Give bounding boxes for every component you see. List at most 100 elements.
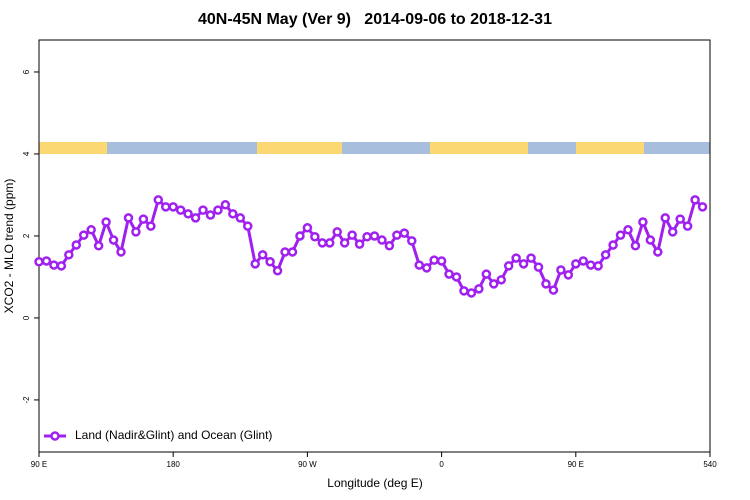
data-point <box>213 205 223 215</box>
data-point <box>503 261 514 271</box>
data-point <box>280 247 290 257</box>
data-point <box>317 238 328 248</box>
land-band <box>430 142 528 154</box>
data-point <box>146 221 156 231</box>
data-point <box>548 285 559 295</box>
data-point <box>600 250 611 260</box>
data-point <box>578 256 589 266</box>
data-point <box>459 286 469 296</box>
land-band <box>576 142 644 154</box>
data-point <box>511 253 521 263</box>
legend-marker <box>50 431 60 441</box>
land-band <box>257 142 342 154</box>
data-point <box>265 257 275 267</box>
data-point <box>332 227 342 237</box>
data-point <box>399 228 410 238</box>
data-point <box>243 221 253 231</box>
data-point <box>533 262 544 272</box>
data-point <box>496 275 506 285</box>
x-tick-label: 90 E <box>568 460 584 469</box>
data-point <box>250 259 260 269</box>
data-point <box>49 260 59 270</box>
data-point <box>638 217 648 227</box>
data-point <box>690 195 700 205</box>
data-point <box>421 263 432 273</box>
data-point <box>302 223 313 233</box>
data-point <box>436 256 447 266</box>
data-point <box>56 261 67 271</box>
data-point <box>78 230 89 240</box>
y-tick-label: -2 <box>22 396 31 404</box>
data-point <box>675 214 685 224</box>
data-point <box>153 195 164 205</box>
data-point <box>71 240 82 250</box>
data-point <box>160 202 171 212</box>
data-point <box>429 255 439 265</box>
data-point <box>541 279 551 289</box>
data-point <box>86 225 96 235</box>
x-tick-label: 0 <box>439 460 444 469</box>
data-point <box>630 241 641 251</box>
x-tick-label: 90 W <box>298 460 317 469</box>
series-line <box>38 197 704 295</box>
land-ocean-band <box>39 142 710 154</box>
data-point <box>339 238 350 248</box>
data-point <box>108 235 119 245</box>
data-point <box>310 232 320 242</box>
data-point <box>407 236 417 246</box>
data-point <box>682 221 693 231</box>
data-point <box>362 232 372 242</box>
data-point <box>257 250 268 260</box>
data-point <box>571 259 581 269</box>
data-point <box>615 230 626 240</box>
data-point <box>526 253 536 263</box>
data-point <box>235 213 246 223</box>
data-point <box>451 272 462 282</box>
data-point <box>489 279 499 289</box>
data-point <box>667 227 678 237</box>
data-point <box>228 209 238 219</box>
data-point <box>101 217 111 227</box>
data-point <box>287 247 298 257</box>
data-point <box>384 241 395 251</box>
data-point <box>660 213 671 223</box>
data-point <box>205 210 216 220</box>
ocean-band <box>39 142 710 154</box>
data-point <box>347 230 357 240</box>
data-point <box>325 238 335 248</box>
y-tick-label: 4 <box>22 151 31 156</box>
data-point <box>645 235 656 245</box>
data-point <box>444 269 454 279</box>
data-point <box>272 266 283 276</box>
data-point <box>354 239 365 249</box>
chart-title: 40N-45N May (Ver 9) 2014-09-06 to 2018-1… <box>198 11 552 28</box>
data-point <box>474 284 484 294</box>
data-point <box>466 288 477 298</box>
data-point <box>608 240 618 250</box>
data-point <box>123 213 134 223</box>
y-tick-label: 6 <box>22 69 31 74</box>
data-point <box>593 261 603 271</box>
data-point <box>518 259 529 269</box>
data-point <box>220 200 231 210</box>
data-point <box>653 247 663 257</box>
data-point <box>414 260 424 270</box>
data-point <box>563 270 574 280</box>
data-point <box>392 230 402 240</box>
data-point <box>138 214 149 224</box>
x-tick-label: 540 <box>703 460 717 469</box>
data-point <box>377 235 387 245</box>
y-tick-label: 0 <box>22 315 31 320</box>
data-point <box>34 257 44 267</box>
data-point <box>585 260 596 270</box>
plot-frame <box>38 39 711 453</box>
data-point <box>697 202 708 212</box>
data-point <box>64 250 74 260</box>
data-point <box>295 231 305 241</box>
y-tick-label: 2 <box>22 233 31 238</box>
x-tick-label: 90 E <box>31 460 47 469</box>
data-point <box>183 209 193 219</box>
x-tick-label: 180 <box>167 460 181 469</box>
data-point <box>93 241 104 251</box>
